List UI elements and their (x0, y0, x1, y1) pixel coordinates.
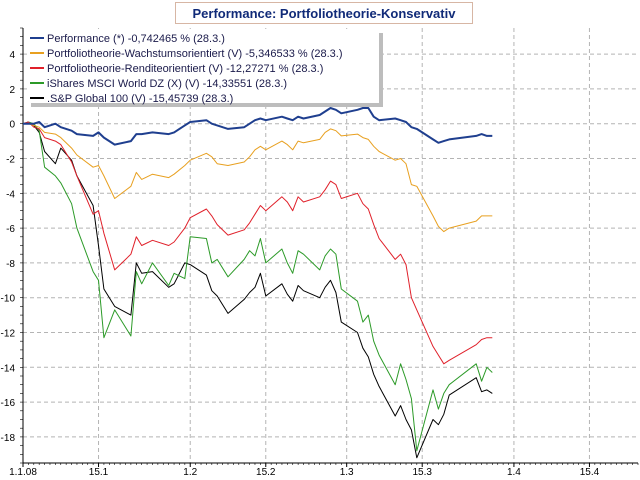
y-tick-label: -6 (6, 224, 15, 235)
y-tick-label: -10 (1, 294, 16, 305)
x-tick-label: 1.2 (183, 467, 197, 478)
legend-entry: iShares MSCI World DZ (X) (V) -14,33551 … (47, 78, 287, 90)
y-tick-label: 2 (9, 85, 15, 96)
series-line (23, 123, 493, 233)
axis-layer: 4 2 0 -2 -4 -6 -8 -10 -12 -14 -16 -18 1.1.08 15.1 1.2 1… (1, 27, 639, 478)
series-line (22, 121, 493, 452)
y-tick-label: -14 (1, 363, 16, 374)
x-tick-label: 15.4 (580, 467, 600, 478)
y-tick-label: -18 (1, 433, 16, 444)
series-line (22, 121, 493, 365)
x-tick-label: 15.3 (412, 467, 432, 478)
legend: Performance (*) -0,742465 % (28.3.) Portf… (27, 29, 383, 107)
legend-entry: .S&P Global 100 (V) -15,45739 (28.3.) (47, 93, 233, 105)
y-tick-label: -8 (6, 259, 15, 270)
x-tick-label: 1.4 (507, 467, 521, 478)
y-tick-label: 0 (9, 120, 15, 131)
legend-entry: Performance (*) -0,742465 % (28.3.) (47, 33, 225, 45)
x-tick-label: 15.1 (89, 467, 109, 478)
chart-title-box: Performance: Portfoliotheorie-Konservati… (175, 2, 473, 24)
x-tick-label: 1.1.08 (9, 467, 37, 478)
legend-entry: Portfoliotheorie-Wachstumsorientiert (V)… (47, 48, 343, 60)
y-tick-label: -16 (1, 398, 16, 409)
series-layer (22, 107, 493, 459)
y-tick-label: 4 (9, 50, 15, 61)
series-line (23, 107, 493, 146)
x-tick-label: 1.3 (340, 467, 354, 478)
chart-title: Performance: Portfoliotheorie-Konservati… (192, 5, 456, 21)
series-line (22, 121, 493, 459)
x-tick-label: 15.2 (256, 467, 276, 478)
legend-entry: Portfoliotheorie-Renditeorientiert (V) -… (47, 63, 323, 75)
y-tick-label: -12 (1, 329, 16, 340)
y-tick-label: -2 (6, 155, 15, 166)
y-tick-label: -4 (6, 189, 15, 200)
legend-box (27, 29, 379, 103)
